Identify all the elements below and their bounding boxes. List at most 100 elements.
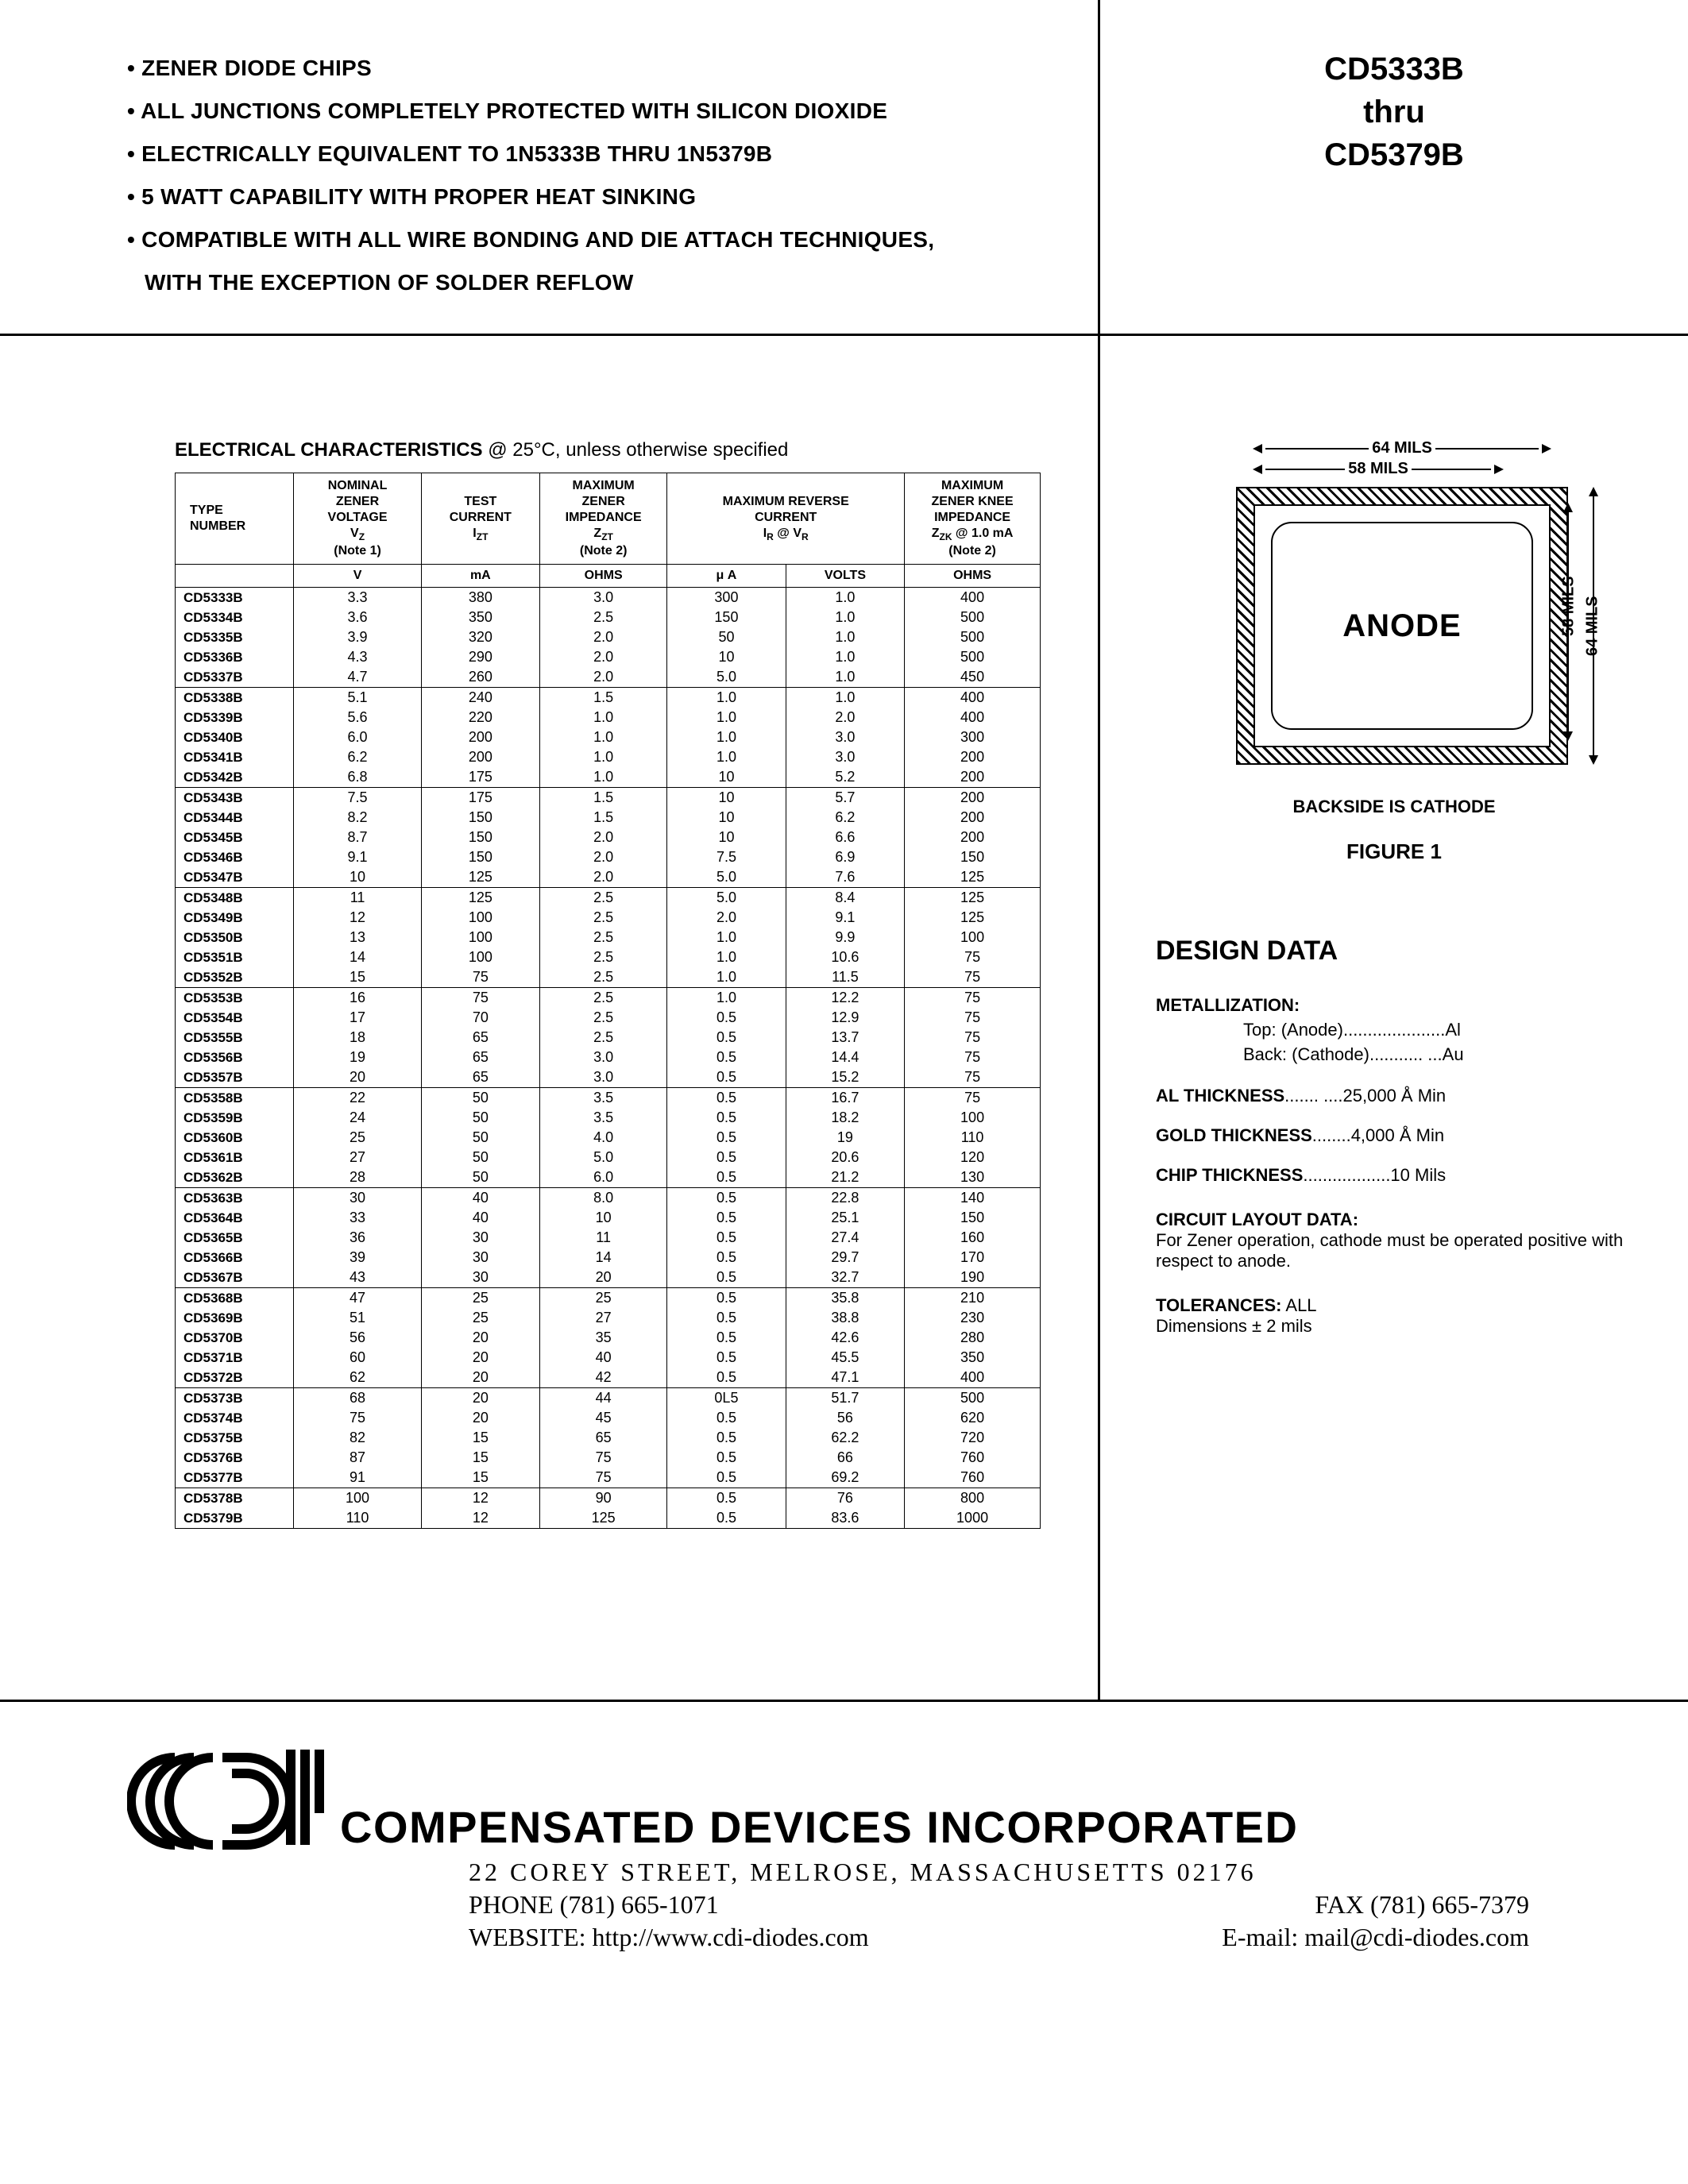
feature-item: • ZENER DIODE CHIPS xyxy=(127,56,1066,81)
data-cell: 70 xyxy=(421,1008,539,1028)
data-cell: 30 xyxy=(421,1248,539,1268)
table-row: CD5333B3.33803.03001.0400 xyxy=(176,588,1041,608)
data-cell: 0.5 xyxy=(667,1508,786,1529)
top-section: • ZENER DIODE CHIPS • ALL JUNCTIONS COMP… xyxy=(0,0,1688,336)
data-cell: 30 xyxy=(421,1228,539,1248)
type-number-cell: CD5373B xyxy=(176,1388,294,1409)
type-number-cell: CD5339B xyxy=(176,708,294,727)
data-cell: 17 xyxy=(294,1008,421,1028)
table-row: CD5355B18652.50.513.775 xyxy=(176,1028,1041,1048)
data-cell: 25 xyxy=(421,1288,539,1309)
data-cell: 1.0 xyxy=(786,647,904,667)
data-cell: 0.5 xyxy=(667,1448,786,1468)
data-cell: 5.0 xyxy=(540,1148,667,1167)
data-cell: 200 xyxy=(905,788,1041,808)
data-cell: 8.2 xyxy=(294,808,421,828)
data-cell: 65 xyxy=(421,1048,539,1067)
table-row: CD5336B4.32902.0101.0500 xyxy=(176,647,1041,667)
type-number-cell: CD5353B xyxy=(176,988,294,1009)
data-cell: 300 xyxy=(905,727,1041,747)
data-cell: 10 xyxy=(667,767,786,788)
data-cell: 45 xyxy=(540,1408,667,1428)
data-cell: 1.0 xyxy=(667,928,786,947)
data-cell: 2.5 xyxy=(540,1008,667,1028)
table-row: CD5347B101252.05.07.6125 xyxy=(176,867,1041,888)
data-cell: 175 xyxy=(421,788,539,808)
col-ir: MAXIMUM REVERSECURRENTIR @ VR xyxy=(667,473,905,565)
data-cell: 1.0 xyxy=(667,988,786,1009)
data-cell: 0L5 xyxy=(667,1388,786,1409)
data-cell: 0.5 xyxy=(667,1468,786,1488)
al-thickness: AL THICKNESS....... ....25,000 Å Min xyxy=(1156,1086,1632,1106)
unit-ua: μ A xyxy=(667,565,786,588)
data-cell: 20 xyxy=(421,1388,539,1409)
data-cell: 24 xyxy=(294,1108,421,1128)
type-number-cell: CD5341B xyxy=(176,747,294,767)
data-cell: 35 xyxy=(540,1328,667,1348)
table-row: CD5376B8715750.566760 xyxy=(176,1448,1041,1468)
footer-logo-row: COMPENSATED DEVICES INCORPORATED xyxy=(127,1742,1561,1853)
part-number-bot: CD5379B xyxy=(1132,133,1656,176)
data-cell: 320 xyxy=(421,627,539,647)
metallization-hdr: METALLIZATION: xyxy=(1156,994,1632,1018)
data-cell: 27.4 xyxy=(786,1228,904,1248)
data-cell: 9.1 xyxy=(294,847,421,867)
data-cell: 400 xyxy=(905,1368,1041,1388)
data-cell: 20.6 xyxy=(786,1148,904,1167)
data-cell: 75 xyxy=(540,1448,667,1468)
data-cell: 1.0 xyxy=(786,688,904,708)
data-cell: 39 xyxy=(294,1248,421,1268)
data-cell: 150 xyxy=(667,608,786,627)
data-cell: 290 xyxy=(421,647,539,667)
type-number-cell: CD5344B xyxy=(176,808,294,828)
tolerances-text: Dimensions ± 2 mils xyxy=(1156,1316,1632,1337)
table-row: CD5346B9.11502.07.56.9150 xyxy=(176,847,1041,867)
data-cell: 10 xyxy=(294,867,421,888)
data-cell: 45.5 xyxy=(786,1348,904,1368)
table-row: CD5351B141002.51.010.675 xyxy=(176,947,1041,967)
table-row: CD5348B111252.55.08.4125 xyxy=(176,888,1041,909)
data-cell: 2.0 xyxy=(667,908,786,928)
data-cell: 18 xyxy=(294,1028,421,1048)
type-number-cell: CD5349B xyxy=(176,908,294,928)
data-cell: 100 xyxy=(421,947,539,967)
table-row: CD5352B15752.51.011.575 xyxy=(176,967,1041,988)
data-cell: 76 xyxy=(786,1488,904,1509)
data-cell: 21.2 xyxy=(786,1167,904,1188)
data-cell: 190 xyxy=(905,1268,1041,1288)
table-row: CD5341B6.22001.01.03.0200 xyxy=(176,747,1041,767)
data-cell: 0.5 xyxy=(667,1108,786,1128)
data-cell: 90 xyxy=(540,1488,667,1509)
type-number-cell: CD5356B xyxy=(176,1048,294,1067)
data-cell: 1.0 xyxy=(786,608,904,627)
data-cell: 0.5 xyxy=(667,1008,786,1028)
circuit-layout-hdr: CIRCUIT LAYOUT DATA: xyxy=(1156,1210,1632,1230)
ec-title-rest: @ 25°C, unless otherwise specified xyxy=(483,439,789,461)
data-cell: 0.5 xyxy=(667,1268,786,1288)
data-cell: 2.5 xyxy=(540,967,667,988)
type-number-cell: CD5365B xyxy=(176,1228,294,1248)
data-cell: 83.6 xyxy=(786,1508,904,1529)
data-cell: 2.0 xyxy=(540,828,667,847)
data-cell: 87 xyxy=(294,1448,421,1468)
table-row: CD5357B20653.00.515.275 xyxy=(176,1067,1041,1088)
data-cell: 12.2 xyxy=(786,988,904,1009)
data-cell: 68 xyxy=(294,1388,421,1409)
table-row: CD5368B4725250.535.8210 xyxy=(176,1288,1041,1309)
ec-table-body: CD5333B3.33803.03001.0400CD5334B3.63502.… xyxy=(176,588,1041,1529)
table-row: CD5345B8.71502.0106.6200 xyxy=(176,828,1041,847)
data-cell: 2.0 xyxy=(540,847,667,867)
col-zzk: MAXIMUMZENER KNEEIMPEDANCEZZK @ 1.0 mA(N… xyxy=(905,473,1041,565)
table-row: CD5344B8.21501.5106.2200 xyxy=(176,808,1041,828)
company-website: WEBSITE: http://www.cdi-diodes.com xyxy=(469,1923,869,1952)
feature-item: • ELECTRICALLY EQUIVALENT TO 1N5333B THR… xyxy=(127,141,1066,167)
data-cell: 40 xyxy=(421,1188,539,1209)
ec-table: TYPENUMBER NOMINALZENERVOLTAGEVZ(Note 1)… xyxy=(175,473,1041,1529)
unit-blank xyxy=(176,565,294,588)
met-back: Back: (Cathode)........... ...Au xyxy=(1156,1043,1632,1067)
data-cell: 1.0 xyxy=(667,727,786,747)
type-number-cell: CD5338B xyxy=(176,688,294,708)
data-cell: 16.7 xyxy=(786,1088,904,1109)
data-cell: 5.7 xyxy=(786,788,904,808)
data-cell: 0.5 xyxy=(667,1228,786,1248)
